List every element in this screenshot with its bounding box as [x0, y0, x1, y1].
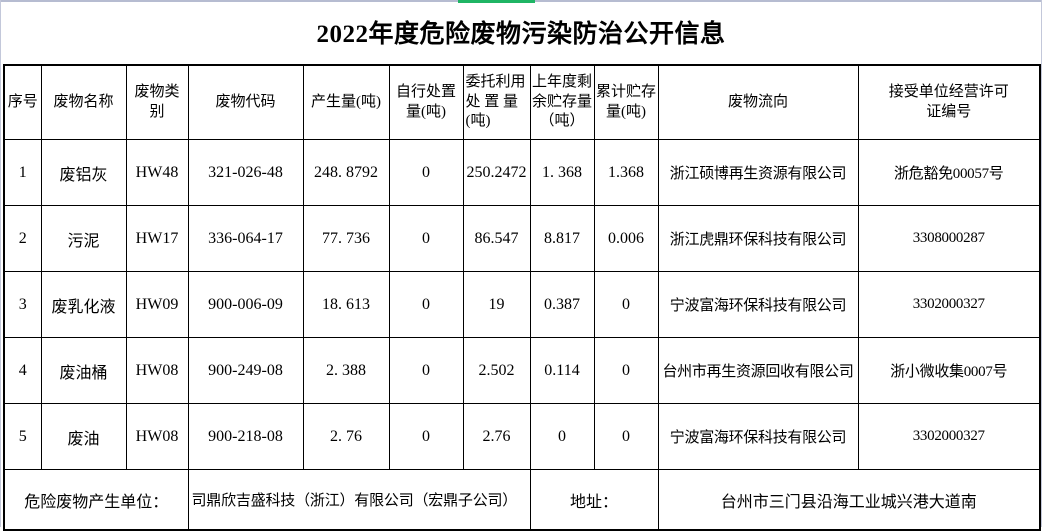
cell-license: 浙小微收集0007号: [857, 337, 1041, 404]
cell-category: HW17: [125, 205, 189, 272]
cell-license: 3302000327: [857, 403, 1041, 470]
column-header-produced: 产生量(吨): [302, 64, 390, 140]
column-header-code: 废物代码: [187, 64, 304, 140]
cell-self_disposed: 0: [388, 205, 464, 272]
cell-flow: 宁波富海环保科技有限公司: [657, 403, 859, 470]
cell-category: HW48: [125, 139, 189, 206]
cell-flow: 浙江虎鼎环保科技有限公司: [657, 205, 859, 272]
cell-flow: 台州市再生资源回收有限公司: [657, 337, 859, 404]
table-row: 4 废油桶 HW08 900-249-08 2. 388 0 2.502 0.114 0 台州市再…: [3, 337, 1041, 404]
table-header: 序号 废物名称 废物类别 废物代码 产生量(吨) 自行处置量(吨) 委托利用处 置 量(吨)…: [3, 64, 1041, 140]
cell-code: 321-026-48: [187, 139, 304, 206]
producer-label: 危险废物产生单位：: [3, 469, 189, 531]
table-row: 3 废乳化液 HW09 900-006-09 18. 613 0 19 0.387 0 宁波富海环…: [3, 271, 1041, 338]
cell-category: HW08: [125, 403, 189, 470]
cell-produced: 2. 388: [302, 337, 390, 404]
cell-flow: 宁波富海环保科技有限公司: [657, 271, 859, 338]
cell-entrusted: 2.502: [462, 337, 531, 404]
column-header-name: 废物名称: [40, 64, 127, 140]
column-header-self_disposed: 自行处置量(吨): [388, 64, 464, 140]
table-row: 2 污泥 HW17 336-064-17 77. 736 0 86.547 8.817 0.00…: [3, 205, 1041, 272]
hazardous-waste-table: 序号 废物名称 废物类别 废物代码 产生量(吨) 自行处置量(吨) 委托利用处 置 量(吨)…: [3, 64, 1041, 531]
cell-name: 废油桶: [40, 337, 127, 404]
cell-prev_storage: 0: [529, 403, 595, 470]
cell-index: 4: [3, 337, 42, 404]
cell-cum_storage: 0: [593, 403, 659, 470]
cell-index: 5: [3, 403, 42, 470]
address-value: 台州市三门县沿海工业城兴港大道南: [657, 469, 1041, 531]
cell-code: 336-064-17: [187, 205, 304, 272]
cell-license: 3308000287: [857, 205, 1041, 272]
loading-progress-bar: [458, 0, 535, 3]
address-label: 地址：: [529, 469, 659, 531]
cell-code: 900-218-08: [187, 403, 304, 470]
cell-name: 废铝灰: [40, 139, 127, 206]
cell-name: 废乳化液: [40, 271, 127, 338]
cell-cum_storage: 0: [593, 337, 659, 404]
cell-name: 污泥: [40, 205, 127, 272]
page-title: 2022年度危险废物污染防治公开信息: [316, 21, 726, 48]
table-row: 1 废铝灰 HW48 321-026-48 248. 8792 0 250.2472 1. 3…: [3, 139, 1041, 206]
producer-value: 司鼎欣吉盛科技（浙江）有限公司（宏鼎子公司）: [187, 469, 531, 531]
cell-produced: 248. 8792: [302, 139, 390, 206]
column-header-entrusted: 委托利用处 置 量(吨): [462, 64, 531, 140]
cell-code: 900-249-08: [187, 337, 304, 404]
cell-self_disposed: 0: [388, 403, 464, 470]
column-header-index: 序号: [3, 64, 42, 140]
cell-index: 2: [3, 205, 42, 272]
column-header-prev_storage: 上年度剩余贮存量（吨）: [529, 64, 595, 140]
cell-prev_storage: 1. 368: [529, 139, 595, 206]
column-header-flow: 废物流向: [657, 64, 859, 140]
table-body: 1 废铝灰 HW48 321-026-48 248. 8792 0 250.2472 1. 3…: [3, 139, 1041, 470]
cell-entrusted: 250.2472: [462, 139, 531, 206]
cell-produced: 18. 613: [302, 271, 390, 338]
cell-index: 1: [3, 139, 42, 206]
cell-license: 浙危豁免00057号: [857, 139, 1041, 206]
cell-prev_storage: 8.817: [529, 205, 595, 272]
cell-produced: 2. 76: [302, 403, 390, 470]
table-row: 5 废油 HW08 900-218-08 2. 76 0 2.76 0 0 宁波富海环保科技有限公…: [3, 403, 1041, 470]
cell-self_disposed: 0: [388, 139, 464, 206]
cell-produced: 77. 736: [302, 205, 390, 272]
table-footer: 危险废物产生单位： 司鼎欣吉盛科技（浙江）有限公司（宏鼎子公司） 地址： 台州市…: [3, 469, 1041, 531]
viewport-left-border: [0, 0, 1, 527]
cell-category: HW08: [125, 337, 189, 404]
cell-category: HW09: [125, 271, 189, 338]
cell-index: 3: [3, 271, 42, 338]
header-row: 序号 废物名称 废物类别 废物代码 产生量(吨) 自行处置量(吨) 委托利用处 置 量(吨)…: [3, 64, 1041, 140]
column-header-license: 接受单位经营许可证编号: [857, 64, 1041, 140]
cell-cum_storage: 1.368: [593, 139, 659, 206]
cell-license: 3302000327: [857, 271, 1041, 338]
cell-flow: 浙江硕博再生资源有限公司: [657, 139, 859, 206]
cell-self_disposed: 0: [388, 271, 464, 338]
column-header-cum_storage: 累计贮存量(吨): [593, 64, 659, 140]
cell-name: 废油: [40, 403, 127, 470]
column-header-category: 废物类别: [125, 64, 189, 140]
cell-entrusted: 19: [462, 271, 531, 338]
cell-code: 900-006-09: [187, 271, 304, 338]
cell-cum_storage: 0.006: [593, 205, 659, 272]
cell-entrusted: 2.76: [462, 403, 531, 470]
cell-entrusted: 86.547: [462, 205, 531, 272]
cell-prev_storage: 0.387: [529, 271, 595, 338]
cell-self_disposed: 0: [388, 337, 464, 404]
cell-cum_storage: 0: [593, 271, 659, 338]
cell-prev_storage: 0.114: [529, 337, 595, 404]
footer-row: 危险废物产生单位： 司鼎欣吉盛科技（浙江）有限公司（宏鼎子公司） 地址： 台州市…: [3, 469, 1041, 531]
